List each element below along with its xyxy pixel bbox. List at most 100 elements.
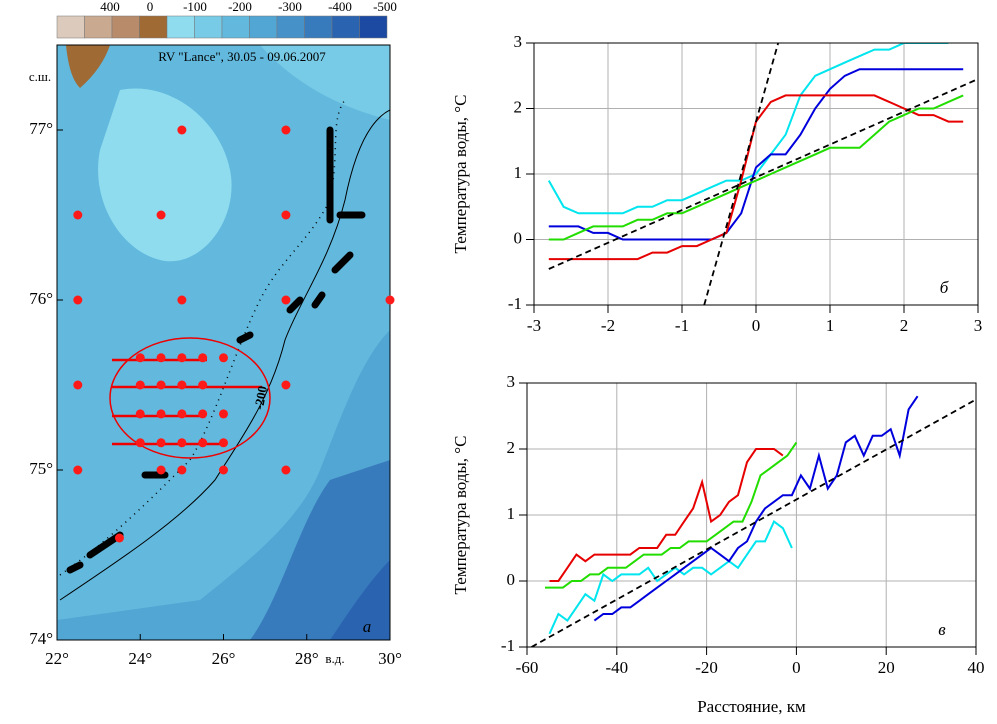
plot-frame	[526, 382, 977, 648]
station	[177, 465, 187, 475]
panel-label: в	[938, 620, 946, 639]
station	[156, 409, 166, 419]
station	[198, 353, 208, 363]
colorbar-cell	[276, 15, 305, 39]
x-axis-label: в.д.	[325, 651, 344, 666]
map-title: RV "Lance", 30.05 - 09.06.2007	[158, 49, 326, 64]
x-tick-label: 20	[878, 658, 895, 677]
colorbar-label: -100	[183, 0, 207, 14]
y-tick-label: 0	[507, 570, 516, 589]
y-tick-label: 2	[514, 97, 523, 116]
station	[156, 465, 166, 475]
station	[135, 438, 145, 448]
station	[219, 353, 228, 363]
y-tick-label: 74°	[29, 629, 53, 648]
station	[177, 125, 187, 135]
station	[156, 438, 166, 448]
station	[281, 295, 291, 305]
station	[281, 465, 291, 475]
station	[156, 210, 166, 220]
station	[135, 353, 145, 363]
station	[135, 380, 145, 390]
station	[73, 380, 83, 390]
y-tick-label: 1	[514, 163, 523, 182]
colorbar-label: -500	[373, 0, 397, 14]
y-tick-label: 2	[507, 438, 516, 457]
x-tick-label: 0	[792, 658, 801, 677]
fit-line	[703, 43, 780, 305]
station	[198, 409, 208, 419]
y-tick-label: 1	[507, 504, 516, 523]
x-tick-label: -1	[675, 316, 689, 335]
data-line	[547, 43, 949, 215]
x-tick-label: 3	[974, 316, 983, 335]
station	[281, 380, 291, 390]
station	[177, 353, 187, 363]
station	[177, 295, 187, 305]
colorbar-cell	[139, 15, 168, 39]
panel-label: а	[363, 617, 372, 636]
y-tick-label: -1	[508, 294, 522, 313]
station	[219, 438, 228, 448]
colorbar-cell	[166, 15, 195, 39]
data-line	[549, 448, 784, 582]
x-tick-label: 28°	[295, 649, 319, 668]
y-tick-label: 3	[507, 372, 516, 391]
station	[156, 353, 166, 363]
data-line	[548, 520, 793, 635]
station	[114, 533, 124, 543]
x-tick-label: -40	[605, 658, 628, 677]
station	[281, 210, 291, 220]
station	[281, 125, 291, 135]
colorbar-cell	[359, 15, 388, 39]
station	[177, 380, 187, 390]
y-axis-label: с.ш.	[29, 69, 51, 84]
station	[198, 438, 208, 448]
x-tick-label: 2	[900, 316, 909, 335]
contour-label: -200	[251, 385, 270, 411]
fit-line	[531, 398, 976, 647]
station	[156, 380, 166, 390]
y-axis-label: Температура воды, °C	[451, 95, 470, 254]
station	[73, 210, 83, 220]
x-tick-label: 0	[752, 316, 761, 335]
colorbar-label: 0	[147, 0, 154, 14]
colorbar-cell	[56, 15, 85, 39]
x-tick-label: -3	[527, 316, 541, 335]
station	[135, 409, 145, 419]
panel-label: б	[940, 278, 949, 297]
colorbar-cell	[111, 15, 140, 39]
y-axis-label: Температура воды, °C	[451, 436, 470, 595]
colorbar-cell	[249, 15, 278, 39]
x-tick-label: 30°	[378, 649, 402, 668]
colorbar-cell	[221, 15, 250, 39]
x-tick-label: 40	[968, 658, 985, 677]
station	[198, 380, 208, 390]
colorbar-cell	[304, 15, 333, 39]
colorbar-label: -400	[328, 0, 352, 14]
data-line	[548, 68, 964, 241]
x-tick-label: 1	[826, 316, 835, 335]
y-tick-label: 0	[514, 228, 523, 247]
x-tick-label: 22°	[45, 649, 69, 668]
x-tick-label: 26°	[212, 649, 236, 668]
y-tick-label: 3	[514, 32, 523, 51]
station	[177, 438, 187, 448]
data-line	[545, 441, 798, 589]
station	[73, 465, 83, 475]
x-axis-label: Расстояние, км	[697, 697, 806, 716]
colorbar-label: 400	[100, 0, 120, 14]
colorbar-label: -200	[228, 0, 252, 14]
map-background	[57, 45, 390, 640]
y-tick-label: 76°	[29, 289, 53, 308]
station	[219, 465, 228, 475]
plot-frame	[533, 42, 979, 306]
x-tick-label: -60	[516, 658, 539, 677]
x-tick-label: 24°	[128, 649, 152, 668]
x-tick-label: -2	[601, 316, 615, 335]
station	[177, 409, 187, 419]
x-tick-label: -20	[695, 658, 718, 677]
fit-line	[548, 78, 978, 270]
y-tick-label: 77°	[29, 119, 53, 138]
